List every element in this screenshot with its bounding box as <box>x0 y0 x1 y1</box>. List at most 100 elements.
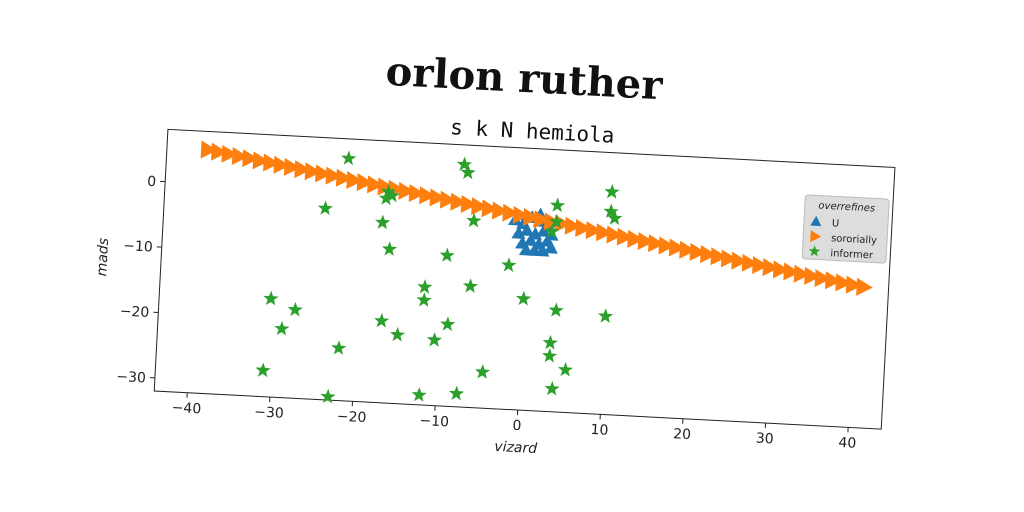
data-point <box>804 266 821 285</box>
data-point <box>637 232 655 250</box>
x-tick-label: 10 <box>590 422 609 439</box>
data-point <box>564 216 582 235</box>
data-point <box>689 242 707 261</box>
x-tick-label: −10 <box>419 413 449 431</box>
series-sororially <box>200 140 873 296</box>
chart-title: s k N hemiola <box>450 115 615 148</box>
data-point <box>585 221 603 240</box>
series-informer <box>255 150 623 404</box>
data-point <box>294 160 311 179</box>
data-point <box>462 278 479 293</box>
data-point <box>374 312 390 328</box>
data-point <box>389 326 406 342</box>
data-point <box>557 361 574 377</box>
data-point <box>856 277 873 296</box>
data-point <box>535 243 550 257</box>
data-point <box>512 205 530 224</box>
data-point <box>439 190 457 209</box>
data-point <box>793 264 811 283</box>
data-point <box>596 223 613 242</box>
y-axis-label: mads <box>94 238 112 277</box>
x-axis-label: vizard <box>494 439 538 457</box>
data-point <box>325 166 343 185</box>
data-point <box>814 269 832 288</box>
plot-area: s k N hemiola −40 −30 −20 −10 0 10 20 30 40 0 −10… <box>94 115 896 457</box>
data-point <box>450 192 467 211</box>
data-point <box>335 168 353 187</box>
data-point <box>731 251 748 270</box>
y-axis: 0 −10 −20 −30 <box>116 174 166 387</box>
data-point <box>544 223 560 239</box>
data-point <box>440 316 456 332</box>
data-point <box>341 150 357 166</box>
data-point <box>762 258 780 277</box>
x-tick-label: −40 <box>171 400 201 418</box>
data-point <box>287 301 303 317</box>
data-point <box>501 257 517 273</box>
data-point <box>544 380 560 396</box>
data-point <box>741 253 759 272</box>
data-point <box>648 234 665 253</box>
data-point <box>211 142 228 161</box>
y-tick-label: −30 <box>116 369 146 387</box>
data-point <box>356 173 374 192</box>
legend-entry: U <box>832 218 840 229</box>
data-point <box>417 279 433 294</box>
data-point <box>491 201 509 220</box>
data-point <box>772 260 790 279</box>
legend-entry: sororially <box>831 233 877 246</box>
data-point <box>221 144 239 163</box>
data-point <box>700 245 717 264</box>
data-marks <box>200 140 873 404</box>
data-point <box>519 223 534 237</box>
data-point <box>627 229 644 248</box>
x-tick-label: 40 <box>838 435 857 452</box>
data-point <box>200 140 218 159</box>
data-point <box>720 249 738 268</box>
data-point <box>378 190 395 206</box>
data-point <box>263 290 279 306</box>
data-point <box>375 214 391 230</box>
data-point <box>607 210 623 226</box>
chart-suptitle: orlon ruther <box>385 48 665 109</box>
data-point <box>543 240 558 254</box>
x-tick-label: 30 <box>755 431 774 448</box>
data-point <box>511 226 526 239</box>
x-axis: −40 −30 −20 −10 0 10 20 30 40 <box>171 392 857 452</box>
data-point <box>604 183 620 199</box>
data-point <box>548 302 564 318</box>
legend-marker <box>810 230 822 243</box>
data-point <box>710 247 728 266</box>
data-point <box>616 227 634 246</box>
data-point <box>255 362 271 378</box>
x-tick-label: −20 <box>336 409 366 427</box>
data-point <box>429 188 447 207</box>
x-tick-label: 20 <box>673 426 692 443</box>
data-point <box>367 175 384 194</box>
data-point <box>835 273 852 292</box>
data-point <box>606 225 624 244</box>
data-point <box>549 213 565 229</box>
data-point <box>471 197 488 216</box>
data-point <box>575 218 592 237</box>
data-point <box>752 256 769 274</box>
data-point <box>273 155 291 174</box>
data-point <box>346 170 363 189</box>
data-point <box>523 208 540 227</box>
data-point <box>283 157 301 176</box>
x-tick-label: −30 <box>254 404 284 422</box>
data-point <box>416 292 432 307</box>
data-point <box>549 197 566 213</box>
legend-marker <box>810 215 822 227</box>
data-point <box>533 210 551 229</box>
data-point <box>315 164 332 183</box>
data-point <box>263 153 280 172</box>
data-point <box>523 233 538 247</box>
legend-entry: informer <box>830 248 874 261</box>
y-tick-label: −10 <box>123 238 153 256</box>
data-point <box>542 347 558 363</box>
data-point <box>274 320 290 336</box>
data-point <box>419 186 436 205</box>
data-point <box>331 340 347 355</box>
